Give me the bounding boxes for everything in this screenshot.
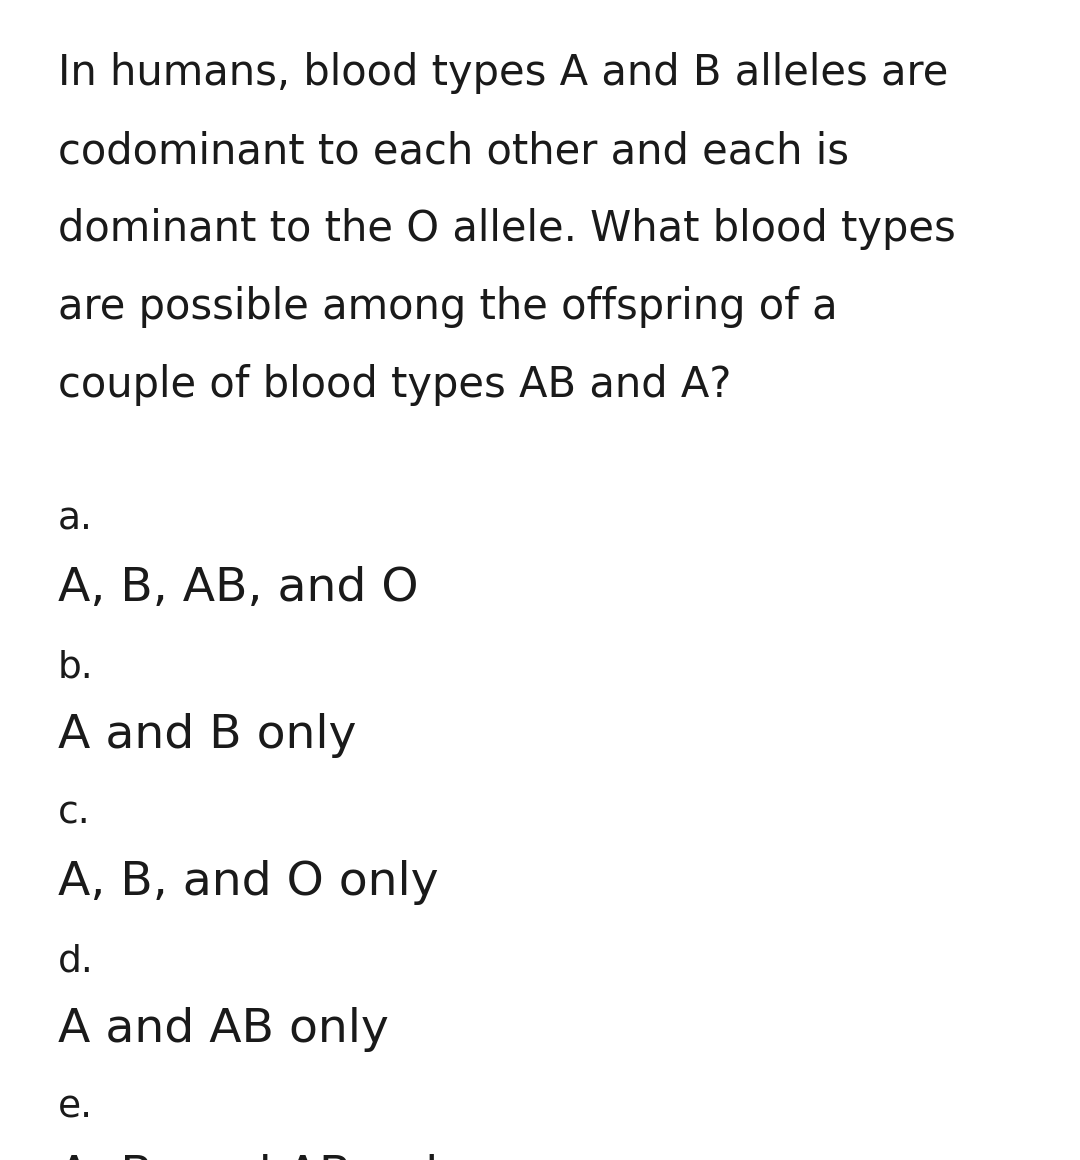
- Text: A, B, AB, and O: A, B, AB, and O: [58, 566, 419, 611]
- Text: In humans, blood types A and B alleles are: In humans, blood types A and B alleles a…: [58, 52, 948, 94]
- Text: couple of blood types AB and A?: couple of blood types AB and A?: [58, 364, 731, 406]
- Text: e.: e.: [58, 1090, 93, 1126]
- Text: a.: a.: [58, 502, 93, 538]
- Text: A and AB only: A and AB only: [58, 1007, 389, 1052]
- Text: c.: c.: [58, 796, 91, 832]
- Text: codominant to each other and each is: codominant to each other and each is: [58, 130, 849, 172]
- Text: are possible among the offspring of a: are possible among the offspring of a: [58, 287, 838, 328]
- Text: A, B, and O only: A, B, and O only: [58, 860, 438, 905]
- Text: b.: b.: [58, 648, 94, 686]
- Text: A, B, and AB only: A, B, and AB only: [58, 1154, 467, 1160]
- Text: d.: d.: [58, 943, 94, 979]
- Text: dominant to the O allele. What blood types: dominant to the O allele. What blood typ…: [58, 208, 956, 251]
- Text: A and B only: A and B only: [58, 713, 356, 757]
